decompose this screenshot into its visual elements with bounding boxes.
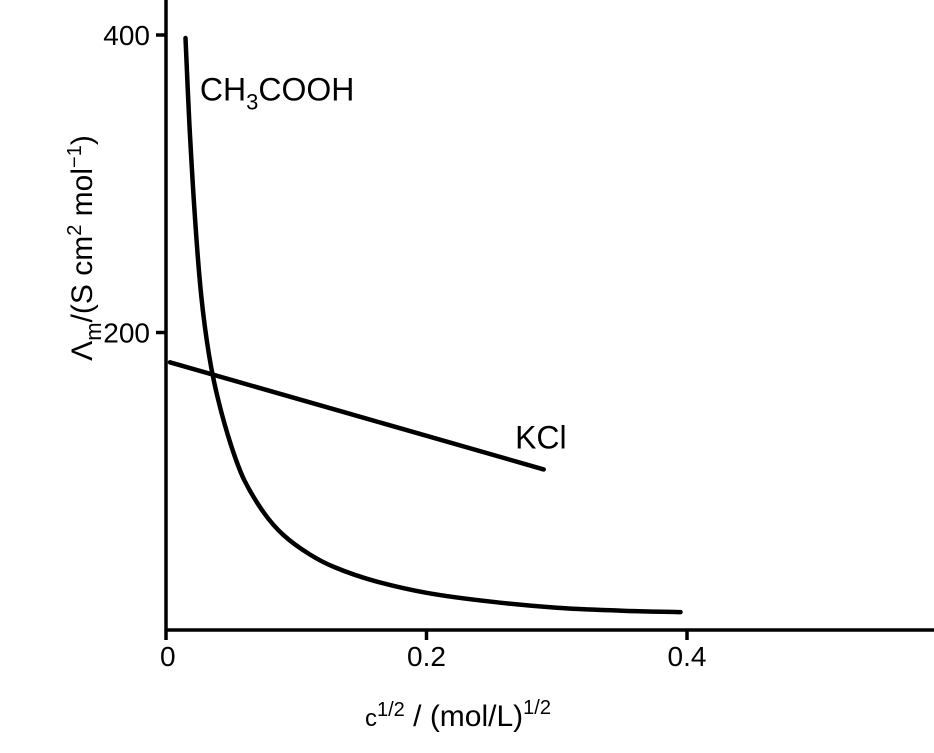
- y-axis-label-symbol: Λ: [66, 341, 99, 361]
- series: [167, 35, 683, 615]
- ticks: 200 400 0 0.2 0.4: [103, 20, 706, 672]
- x-tick-label-2: 0.4: [668, 641, 707, 672]
- y-tick-label-1: 400: [103, 20, 150, 51]
- x-axis-label-base: c: [365, 705, 377, 732]
- x-axis-label-sup2: 1/2: [523, 697, 551, 719]
- series-line-ch3cooh: [183, 35, 683, 615]
- x-tick-label-1: 0.2: [407, 641, 446, 672]
- x-tick-label-0: 0: [160, 641, 176, 672]
- y-tick-label-0: 200: [103, 318, 150, 349]
- series-line-kcl: [167, 360, 546, 472]
- axes: [164, 0, 934, 632]
- y-axis-label-sup1: 2: [64, 225, 86, 236]
- y-axis-label-unit-post: ): [66, 135, 99, 145]
- x-axis-label-mid: / (mol/L): [405, 700, 523, 733]
- x-axis-label-sup1: 1/2: [377, 699, 405, 721]
- y-axis-label-unit-mid: mol: [66, 168, 99, 225]
- series-label-kcl: KCl: [515, 420, 567, 456]
- y-axis-label-sup2: −1: [64, 145, 86, 168]
- y-axis-label-sub: m: [81, 322, 106, 340]
- y-axis-label-unit-pre: /(S cm: [66, 236, 99, 323]
- series-labels: CH3COOH KCl: [200, 71, 567, 455]
- x-axis-label: c1/2 / (mol/L)1/2: [365, 697, 551, 733]
- y-axis-label: Λm/(S cm2 mol−1): [64, 135, 106, 361]
- series-label-ch3cooh: CH3COOH: [200, 71, 354, 114]
